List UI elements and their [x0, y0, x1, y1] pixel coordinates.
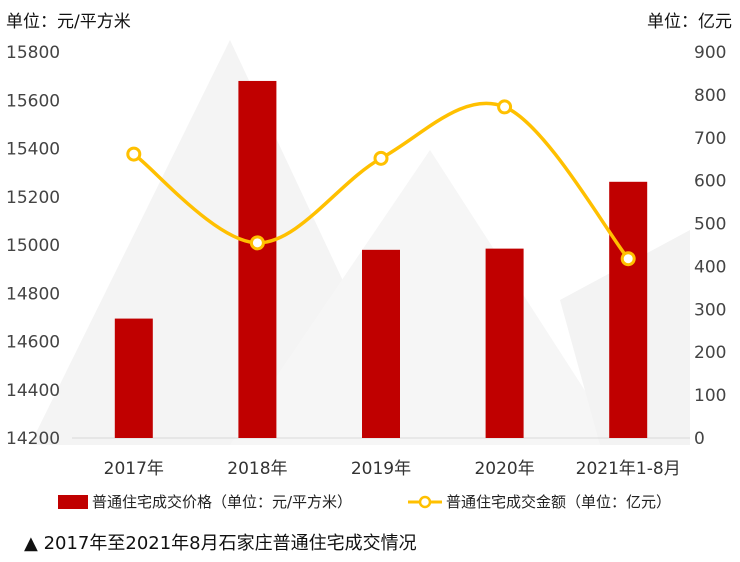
bar [485, 248, 524, 438]
legend-label-bar: 普通住宅成交价格（单位：元/平方米） [92, 493, 352, 511]
line-point [126, 146, 142, 162]
x-axis-tick-label: 2019年 [351, 459, 411, 479]
figure-caption: ▲ 2017年至2021年8月石家庄普通住宅成交情况 [24, 533, 417, 554]
left-axis-tick-label: 15200 [6, 188, 60, 208]
right-axis-tick-label: 300 [694, 300, 726, 320]
left-axis-tick-label: 14800 [6, 284, 60, 304]
right-axis-tick-label: 700 [694, 129, 726, 149]
bar [609, 181, 648, 439]
x-axis-tick-label: 2017年 [104, 459, 164, 479]
left-axis-tick-label: 14200 [6, 429, 60, 449]
legend-swatch-marker [418, 495, 432, 509]
right-axis-tick-label: 200 [694, 343, 726, 363]
x-axis-tick-label: 2021年1-8月 [576, 459, 681, 479]
left-axis-ticks: 14200 14400 14600 14800 15000 15200 15400 15600… [6, 43, 60, 449]
bar [114, 318, 153, 438]
left-axis-tick-label: 14600 [6, 333, 60, 353]
x-axis-ticks: 2017年 2018年 2019年 2020年 2021年1-8月 [104, 459, 681, 479]
line-point [497, 99, 513, 115]
right-axis-unit-label: 单位：亿元 [647, 12, 732, 32]
x-axis-tick-label: 2018年 [227, 459, 287, 479]
left-axis-tick-label: 14400 [6, 381, 60, 401]
legend-item-line: 普通住宅成交金额（单位：亿元） [408, 493, 671, 511]
right-axis-tick-label: 800 [694, 86, 726, 106]
right-axis-tick-label: 400 [694, 257, 726, 277]
bar [238, 80, 277, 438]
right-axis-ticks: 0 100 200 300 400 500 600 700 800 900 [694, 43, 726, 449]
line-series [126, 99, 636, 267]
right-axis-tick-label: 100 [694, 386, 726, 406]
legend-swatch-bar [58, 495, 88, 509]
line-point [249, 235, 265, 251]
right-axis-tick-label: 600 [694, 172, 726, 192]
right-axis-tick-label: 0 [694, 429, 705, 449]
legend-item-bar: 普通住宅成交价格（单位：元/平方米） [58, 493, 352, 511]
right-axis-tick-label: 500 [694, 215, 726, 235]
left-axis-tick-label: 15000 [6, 236, 60, 256]
legend-label-line: 普通住宅成交金额（单位：亿元） [446, 493, 671, 511]
left-axis-tick-label: 15800 [6, 43, 60, 63]
left-axis-tick-label: 15600 [6, 91, 60, 111]
bar-series [114, 80, 648, 439]
bar [362, 249, 400, 438]
legend: 普通住宅成交价格（单位：元/平方米） 普通住宅成交金额（单位：亿元） [58, 493, 671, 511]
right-axis-tick-label: 900 [694, 43, 726, 63]
left-axis-tick-label: 15400 [6, 140, 60, 160]
left-axis-unit-label: 单位：元/平方米 [6, 12, 131, 32]
line-point [373, 150, 389, 166]
line-point [620, 251, 636, 267]
x-axis-tick-label: 2020年 [474, 459, 534, 479]
